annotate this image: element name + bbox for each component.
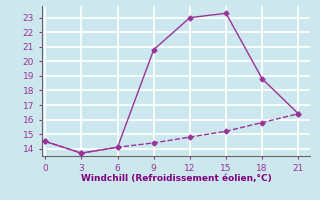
X-axis label: Windchill (Refroidissement éolien,°C): Windchill (Refroidissement éolien,°C) [81, 174, 271, 183]
